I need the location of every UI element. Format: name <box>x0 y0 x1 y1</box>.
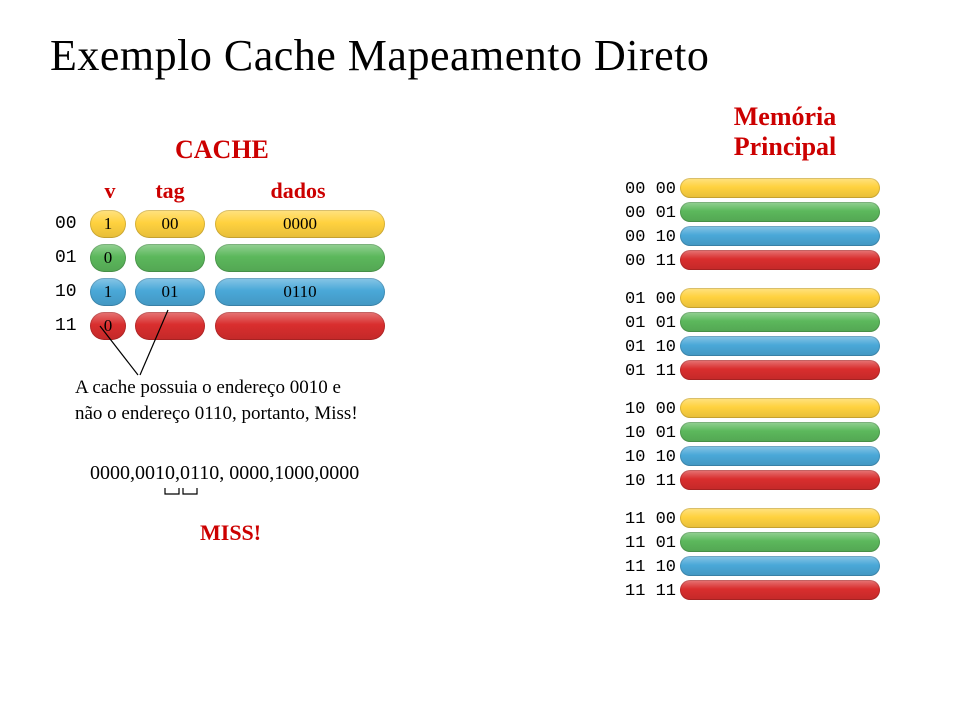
memory-address: 00 10 <box>625 228 676 247</box>
memory-address: 01 01 <box>625 314 676 333</box>
col-tag: tag <box>135 178 205 204</box>
slide-title: Exemplo Cache Mapeamento Direto <box>50 30 709 81</box>
memory-address: 11 10 <box>625 558 676 577</box>
cache-v-cell: 1 <box>90 278 126 306</box>
memory-address: 01 00 <box>625 290 676 309</box>
memory-address: 10 11 <box>625 472 676 491</box>
memory-cell <box>680 312 880 332</box>
cache-tag-cell <box>135 312 205 340</box>
memory-address: 11 01 <box>625 534 676 553</box>
memory-heading-line1: Memória <box>734 102 837 131</box>
memory-heading-line2: Principal <box>734 132 837 161</box>
memory-cell <box>680 446 880 466</box>
memory-cell <box>680 422 880 442</box>
memory-cell <box>680 398 880 418</box>
memory-cell <box>680 580 880 600</box>
miss-label: MISS! <box>200 520 261 546</box>
cache-dados-cell <box>215 244 385 272</box>
memory-cell <box>680 360 880 380</box>
memory-address: 10 00 <box>625 400 676 419</box>
memory-address: 00 01 <box>625 204 676 223</box>
cache-dados-cell: 0110 <box>215 278 385 306</box>
memory-cell <box>680 532 880 552</box>
memory-cell <box>680 250 880 270</box>
memory-cell <box>680 470 880 490</box>
memory-address: 00 11 <box>625 252 676 271</box>
cache-tag-cell <box>135 244 205 272</box>
memory-address: 00 00 <box>625 180 676 199</box>
memory-heading: Memória Principal <box>685 102 885 162</box>
note-line-1: A cache possuia o endereço 0010 e <box>75 377 341 398</box>
cache-dados-cell: 0000 <box>215 210 385 238</box>
cache-label: CACHE <box>175 135 269 165</box>
memory-cell <box>680 178 880 198</box>
cache-row-index: 10 <box>55 282 77 302</box>
cache-v-cell: 1 <box>90 210 126 238</box>
memory-address: 10 10 <box>625 448 676 467</box>
access-sequence: 0000,0010,0110, 0000,1000,0000 <box>90 462 359 485</box>
memory-cell <box>680 288 880 308</box>
memory-address: 11 11 <box>625 582 676 601</box>
memory-address: 01 10 <box>625 338 676 357</box>
cache-v-cell: 0 <box>90 312 126 340</box>
memory-cell <box>680 556 880 576</box>
cache-v-cell: 0 <box>90 244 126 272</box>
col-v: v <box>95 178 125 204</box>
note-line-2: não o endereço 0110, portanto, Miss! <box>75 403 358 424</box>
memory-cell <box>680 336 880 356</box>
memory-cell <box>680 202 880 222</box>
cache-row-index: 01 <box>55 248 77 268</box>
cache-tag-cell: 01 <box>135 278 205 306</box>
col-dados: dados <box>228 178 368 204</box>
memory-address: 01 11 <box>625 362 676 381</box>
memory-address: 11 00 <box>625 510 676 529</box>
memory-cell <box>680 226 880 246</box>
cache-dados-cell <box>215 312 385 340</box>
slide-root: Exemplo Cache Mapeamento Direto CACHE v … <box>0 0 960 714</box>
cache-row-index: 11 <box>55 316 77 336</box>
memory-cell <box>680 508 880 528</box>
note-text: A cache possuia o endereço 0010 e não o … <box>75 375 358 426</box>
memory-address: 10 01 <box>625 424 676 443</box>
cache-tag-cell: 00 <box>135 210 205 238</box>
cache-row-index: 00 <box>55 214 77 234</box>
